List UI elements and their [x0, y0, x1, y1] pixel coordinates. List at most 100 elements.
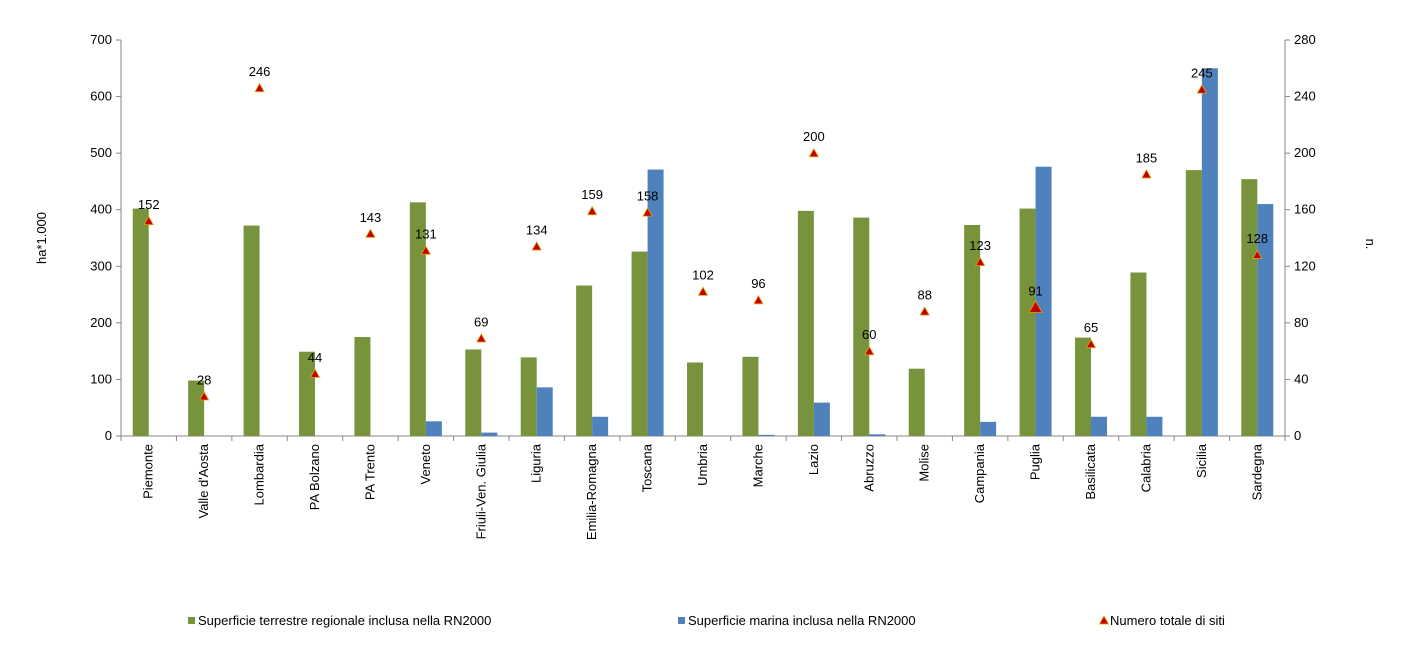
bar-terrestre	[520, 357, 537, 436]
marker-label-siti: 200	[803, 129, 825, 144]
x-category-label: Liguria	[529, 443, 544, 483]
left-tick-label: 600	[90, 89, 112, 104]
marker-label-siti: 246	[249, 64, 271, 79]
left-tick-label: 300	[90, 258, 112, 273]
bar-terrestre	[964, 224, 981, 436]
bar-marina	[980, 421, 997, 436]
marker-siti	[642, 207, 653, 217]
bar-marina	[647, 169, 664, 436]
x-category-label: Friuli-Ven. Giulia	[473, 443, 488, 539]
bars	[132, 68, 1274, 437]
x-category-label: Emilia-Romagna	[584, 443, 599, 540]
x-category-label: Campania	[972, 443, 987, 503]
bar-terrestre	[465, 349, 482, 436]
x-category-label: Lazio	[806, 444, 821, 475]
marker-siti	[586, 205, 598, 216]
right-tick-label: 240	[1294, 89, 1316, 104]
x-category-label: Lombardia	[252, 443, 267, 505]
bar-terrestre	[742, 356, 759, 436]
bar-terrestre	[1019, 208, 1036, 436]
x-category-label: PA Trento	[362, 444, 377, 500]
legend-swatch-terrestre	[188, 617, 195, 624]
x-category-label: Piemonte	[141, 444, 156, 499]
marker-label-siti: 134	[526, 222, 548, 237]
bar-marina	[1146, 416, 1163, 436]
bar-marina	[1091, 416, 1107, 436]
bar-terrestre	[631, 251, 648, 436]
x-category-label: Puglia	[1028, 443, 1043, 480]
x-ticks: Piemonte Valle d'Aosta Lombardia PA Bolzano…	[120, 436, 1286, 540]
legend: Superficie terrestre regionale inclusa n…	[188, 613, 1225, 628]
left-tick-label: 100	[90, 371, 112, 386]
bar-marina	[869, 434, 886, 436]
bar-terrestre	[1241, 179, 1258, 436]
right-tick-label: 280	[1294, 32, 1316, 47]
bar-marina	[592, 416, 609, 436]
marker-siti	[309, 368, 321, 378]
marker-label-siti: 44	[308, 350, 322, 365]
legend-item-marina[interactable]: Superficie marina inclusa nella RN2000	[678, 613, 916, 628]
marker-siti	[365, 228, 376, 238]
bar-terrestre	[1075, 337, 1091, 436]
marker-siti	[476, 333, 487, 343]
marker-label-siti: 123	[969, 238, 991, 253]
bar-terrestre	[354, 337, 371, 436]
x-category-label: Marche	[750, 444, 765, 487]
x-category-label: Valle d'Aosta	[196, 443, 211, 518]
bar-terrestre	[188, 380, 205, 436]
right-tick-label: 0	[1294, 428, 1301, 443]
x-category-label: Calabria	[1138, 443, 1153, 492]
bar-marina	[758, 434, 775, 436]
y-axis-label: ha*1.000	[34, 212, 49, 264]
right-tick-label: 120	[1294, 258, 1316, 273]
bar-terrestre	[687, 362, 703, 436]
right-tick-label: 40	[1294, 371, 1308, 386]
marker-label-siti: 159	[581, 187, 603, 202]
right-tick-label: 160	[1294, 202, 1316, 217]
marker-siti	[254, 82, 265, 93]
x-category-label: PA Bolzano	[307, 444, 322, 510]
marker-siti	[143, 215, 154, 226]
right-ticks: 0 40 80 120 160 200 240 280	[1285, 32, 1316, 443]
x-category-label: Abruzzo	[861, 444, 876, 492]
legend-item-siti[interactable]: Numero totale di siti	[1098, 613, 1225, 628]
marker-siti	[1141, 169, 1152, 179]
bar-terrestre	[409, 202, 426, 436]
marker-siti	[974, 256, 986, 267]
x-category-label: Veneto	[418, 444, 433, 485]
right-tick-label: 200	[1294, 145, 1316, 160]
legend-label-marina: Superficie marina inclusa nella RN2000	[688, 613, 916, 628]
marker-siti	[1252, 249, 1263, 259]
right-tick-label: 80	[1294, 315, 1308, 330]
marker-label-siti: 131	[415, 227, 437, 242]
marker-label-siti: 143	[360, 210, 382, 225]
left-tick-label: 500	[90, 145, 112, 160]
marker-label-siti: 245	[1191, 66, 1213, 81]
left-ticks: 0 100 200 300 400 500 600 700	[90, 32, 121, 443]
bar-terrestre	[299, 351, 315, 436]
bar-marina	[481, 432, 498, 436]
legend-item-terrestre[interactable]: Superficie terrestre regionale inclusa n…	[188, 613, 491, 628]
bar-terrestre	[908, 368, 925, 436]
bar-terrestre	[853, 217, 870, 436]
x-category-label: Umbria	[695, 443, 710, 486]
bar-terrestre	[1185, 170, 1202, 436]
marker-label-siti: 102	[692, 268, 714, 283]
marker-siti	[198, 391, 210, 401]
bar-marina	[1201, 68, 1218, 437]
legend-label-terrestre: Superficie terrestre regionale inclusa n…	[198, 613, 491, 628]
legend-swatch-siti	[1098, 615, 1110, 625]
marker-label-siti: 152	[138, 197, 160, 212]
marker-siti	[1085, 338, 1097, 349]
marker-siti	[531, 241, 542, 251]
bar-marina	[536, 387, 553, 436]
x-category-label: Molise	[917, 444, 932, 482]
marker-siti	[864, 345, 875, 356]
markers: 152 28 246 44 143 131 69 134 159 158 102 96 200 60 88 1…	[138, 64, 1268, 401]
legend-swatch-marina	[678, 617, 685, 624]
bar-marina	[813, 402, 830, 436]
legend-label-siti: Numero totale di siti	[1110, 613, 1225, 628]
left-tick-label: 0	[105, 428, 112, 443]
x-category-label: Sardegna	[1249, 443, 1264, 500]
